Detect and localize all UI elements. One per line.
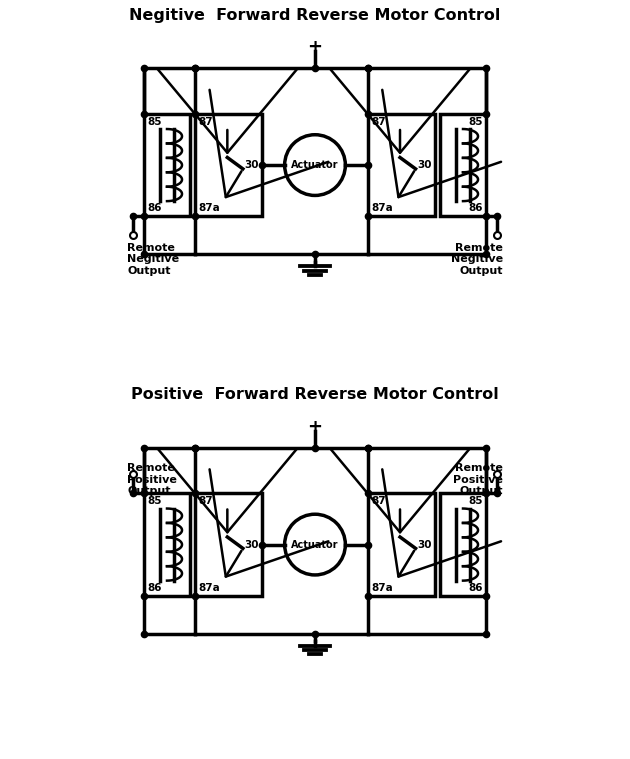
Text: +: + bbox=[307, 418, 323, 436]
Bar bbox=[368, 493, 435, 596]
Text: 30: 30 bbox=[244, 160, 259, 170]
Text: Negitive  Forward Reverse Motor Control: Negitive Forward Reverse Motor Control bbox=[129, 8, 501, 23]
Text: 85: 85 bbox=[147, 117, 162, 127]
Bar bbox=[195, 114, 262, 216]
Text: 85: 85 bbox=[147, 496, 162, 506]
Text: 87a: 87a bbox=[371, 583, 393, 593]
Text: 30: 30 bbox=[417, 540, 432, 550]
Text: Remote
Negitive
Output: Remote Negitive Output bbox=[127, 243, 180, 276]
Text: 86: 86 bbox=[147, 203, 162, 213]
Text: 30: 30 bbox=[244, 540, 259, 550]
Text: 87a: 87a bbox=[198, 583, 220, 593]
Text: 87a: 87a bbox=[198, 203, 220, 213]
Text: Remote
Positive
Output: Remote Positive Output bbox=[127, 463, 177, 496]
Bar bbox=[144, 114, 190, 216]
Bar bbox=[440, 493, 486, 596]
Text: 85: 85 bbox=[468, 496, 483, 506]
Text: 87: 87 bbox=[198, 496, 213, 506]
Text: Remote
Positive
Output: Remote Positive Output bbox=[453, 463, 503, 496]
Bar bbox=[440, 114, 486, 216]
Bar bbox=[195, 493, 262, 596]
Text: +: + bbox=[307, 39, 323, 56]
Bar bbox=[144, 493, 190, 596]
Text: 87a: 87a bbox=[371, 203, 393, 213]
Text: Remote
Negitive
Output: Remote Negitive Output bbox=[450, 243, 503, 276]
Text: 87: 87 bbox=[198, 117, 213, 127]
Text: Actuator: Actuator bbox=[291, 540, 339, 550]
Text: Positive  Forward Reverse Motor Control: Positive Forward Reverse Motor Control bbox=[131, 387, 499, 402]
Text: 85: 85 bbox=[468, 117, 483, 127]
Text: 86: 86 bbox=[468, 203, 483, 213]
Text: 30: 30 bbox=[417, 160, 432, 170]
Text: 87: 87 bbox=[371, 496, 386, 506]
Text: 87: 87 bbox=[371, 117, 386, 127]
Text: Actuator: Actuator bbox=[291, 160, 339, 170]
Bar bbox=[368, 114, 435, 216]
Text: 86: 86 bbox=[147, 583, 162, 593]
Text: 86: 86 bbox=[468, 583, 483, 593]
